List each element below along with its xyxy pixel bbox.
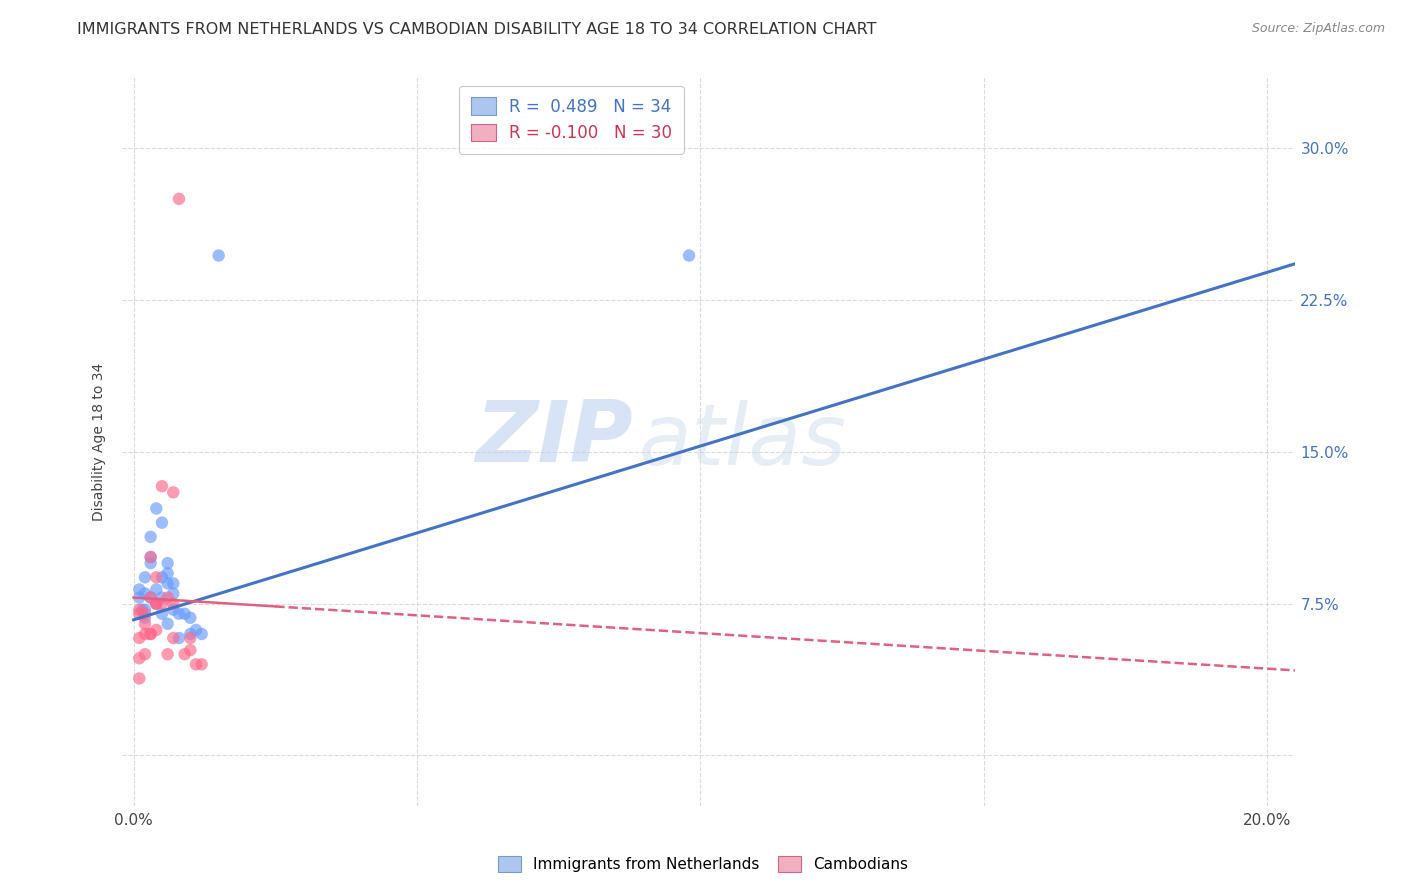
Point — [128, 672, 150, 686]
Point — [179, 611, 201, 625]
Point — [128, 631, 150, 645]
Point — [139, 550, 162, 565]
Point — [179, 627, 201, 641]
Point — [162, 586, 184, 600]
Point — [128, 582, 150, 597]
Point — [134, 603, 156, 617]
Point — [162, 631, 184, 645]
Point — [184, 657, 207, 672]
Point — [156, 566, 179, 581]
Point — [150, 591, 173, 605]
Point — [128, 607, 150, 621]
Point — [150, 607, 173, 621]
Point — [139, 591, 162, 605]
Point — [128, 651, 150, 665]
Point — [131, 603, 153, 617]
Point — [145, 597, 167, 611]
Point — [156, 556, 179, 570]
Point — [139, 627, 162, 641]
Point — [139, 556, 162, 570]
Text: atlas: atlas — [638, 401, 846, 483]
Point — [173, 607, 195, 621]
Point — [208, 248, 231, 262]
Point — [190, 627, 212, 641]
Point — [145, 570, 167, 584]
Point — [167, 192, 190, 206]
Text: IMMIGRANTS FROM NETHERLANDS VS CAMBODIAN DISABILITY AGE 18 TO 34 CORRELATION CHA: IMMIGRANTS FROM NETHERLANDS VS CAMBODIAN… — [77, 22, 877, 37]
Point — [134, 586, 156, 600]
Point — [162, 603, 184, 617]
Point — [145, 597, 167, 611]
Point — [150, 516, 173, 530]
Point — [678, 248, 700, 262]
Point — [134, 647, 156, 661]
Point — [162, 485, 184, 500]
Point — [145, 597, 167, 611]
Point — [190, 657, 212, 672]
Y-axis label: Disability Age 18 to 34: Disability Age 18 to 34 — [93, 362, 107, 521]
Point — [145, 582, 167, 597]
Point — [156, 576, 179, 591]
Point — [173, 647, 195, 661]
Point — [139, 550, 162, 565]
Point — [134, 570, 156, 584]
Point — [167, 607, 190, 621]
Point — [134, 611, 156, 625]
Point — [128, 591, 150, 605]
Point — [162, 576, 184, 591]
Point — [128, 603, 150, 617]
Point — [139, 627, 162, 641]
Point — [167, 631, 190, 645]
Legend: Immigrants from Netherlands, Cambodians: Immigrants from Netherlands, Cambodians — [491, 848, 915, 880]
Text: ZIP: ZIP — [475, 397, 633, 480]
Point — [139, 591, 162, 605]
Point — [179, 631, 201, 645]
Point — [184, 623, 207, 637]
Point — [156, 647, 179, 661]
Point — [150, 570, 173, 584]
Point — [145, 501, 167, 516]
Point — [150, 479, 173, 493]
Point — [150, 597, 173, 611]
Point — [139, 530, 162, 544]
Text: Source: ZipAtlas.com: Source: ZipAtlas.com — [1251, 22, 1385, 36]
Legend: R =  0.489   N = 34, R = -0.100   N = 30: R = 0.489 N = 34, R = -0.100 N = 30 — [460, 86, 683, 153]
Point — [134, 607, 156, 621]
Point — [162, 597, 184, 611]
Point — [145, 623, 167, 637]
Point — [156, 616, 179, 631]
Point — [134, 616, 156, 631]
Point — [156, 591, 179, 605]
Point — [134, 627, 156, 641]
Point — [179, 643, 201, 657]
